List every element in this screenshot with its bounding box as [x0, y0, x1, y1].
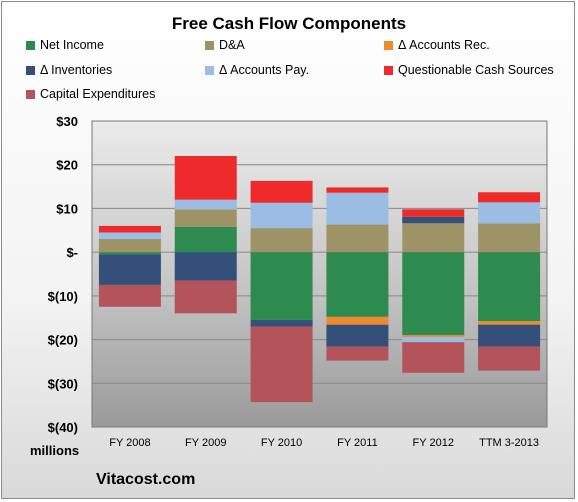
legend-label-net-income: Net Income: [40, 38, 104, 52]
y-tick-label: $-: [66, 245, 78, 260]
x-tick-label: TTM 3-2013: [479, 437, 539, 449]
bar-segment: [478, 324, 541, 347]
bar-segment: [98, 232, 161, 240]
units-label: millions: [30, 443, 80, 458]
legend-label-accounts-pay: Δ Accounts Pay.: [219, 63, 310, 77]
legend-swatch-capex: [26, 89, 35, 99]
bar-segment: [402, 209, 465, 217]
bar-segment: [402, 336, 465, 343]
legend-item-accounts-pay: Δ Accounts Pay.: [205, 63, 309, 77]
y-tick-label: $10: [56, 201, 78, 216]
bar-segment: [402, 252, 465, 336]
y-tick-label: $30: [56, 114, 78, 129]
bar-segment: [98, 252, 161, 255]
bar-segment: [326, 316, 389, 325]
legend-swatch-net-income: [26, 40, 35, 50]
bar-segment: [98, 254, 161, 285]
bar-segment: [174, 280, 237, 314]
bar-segment: [478, 252, 541, 322]
bar-segment: [250, 319, 313, 327]
bar-segment: [174, 199, 237, 210]
bar-segment: [98, 225, 161, 233]
bar-segment: [326, 187, 389, 193]
legend-swatch-accounts-rec: [384, 40, 393, 50]
bar-segment: [478, 321, 541, 325]
bar-segment: [250, 228, 313, 253]
source-label: Vitacost.com: [96, 471, 196, 488]
y-tick-label: $(30): [48, 376, 78, 391]
y-tick-label: $20: [56, 158, 78, 173]
bar-segment: [326, 346, 389, 361]
chart-title: Free Cash Flow Components: [171, 14, 407, 33]
bar-segment: [402, 342, 465, 373]
bar-segment: [402, 216, 465, 224]
bar-segment: [478, 223, 541, 253]
legend-label-accounts-rec: Δ Accounts Rec.: [398, 38, 490, 52]
bar-segment: [326, 252, 389, 317]
bar-segment: [402, 335, 465, 337]
bar-segment: [174, 155, 237, 200]
bar-segment: [326, 192, 389, 225]
legend-label-inventories: Δ Inventories: [40, 63, 113, 77]
legend-label-questionable: Questionable Cash Sources: [398, 63, 554, 77]
bar-segment: [98, 284, 161, 307]
bar-segment: [250, 326, 313, 403]
x-tick-label: FY 2009: [185, 437, 226, 449]
bar-segment: [478, 202, 541, 224]
bar-segment: [98, 239, 161, 253]
x-tick-label: FY 2010: [261, 437, 302, 449]
legend-label-capex: Capital Expenditures: [40, 87, 156, 101]
bar-segment: [250, 252, 313, 320]
bar-segment: [402, 223, 465, 253]
legend-swatch-da: [205, 40, 214, 50]
legend-label-da: D&A: [219, 38, 245, 52]
bar-segment: [478, 346, 541, 371]
legend-swatch-accounts-pay: [205, 65, 214, 75]
bar-segment: [250, 180, 313, 203]
bar-segment: [174, 252, 237, 281]
legend-item-accounts-rec: Δ Accounts Rec.: [384, 38, 490, 52]
bar-segment: [250, 202, 313, 229]
x-tick-label: FY 2008: [109, 437, 150, 449]
legend-item-questionable: Questionable Cash Sources: [384, 63, 554, 77]
bar-segment: [326, 224, 389, 253]
legend-item-da: D&A: [205, 38, 245, 52]
legend-item-inventories: Δ Inventories: [26, 63, 112, 77]
bar-segment: [326, 324, 389, 347]
legend-item-net-income: Net Income: [26, 38, 104, 52]
legend-item-capex: Capital Expenditures: [26, 87, 155, 101]
bar-segment: [174, 226, 237, 253]
y-tick-label: $(20): [48, 333, 78, 348]
x-tick-label: FY 2011: [337, 437, 378, 449]
plot-border: [91, 120, 548, 428]
plot-background: [92, 121, 547, 427]
bar-segment: [478, 192, 541, 203]
y-tick-label: $(40): [48, 420, 78, 435]
legend-swatch-inventories: [26, 65, 35, 75]
bar-segment: [174, 209, 237, 227]
y-tick-label: $(10): [48, 289, 78, 304]
x-tick-label: FY 2012: [413, 437, 454, 449]
legend-swatch-questionable: [384, 65, 393, 75]
